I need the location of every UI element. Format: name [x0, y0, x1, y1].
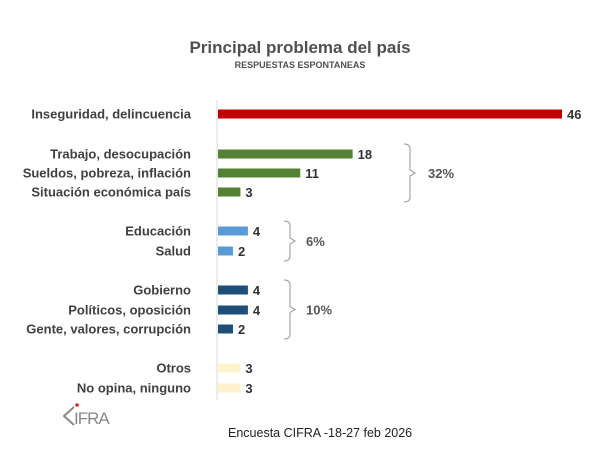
category-label: Gente, valores, corrupción — [26, 322, 191, 337]
bar — [218, 168, 301, 178]
group-total-label: 10% — [306, 303, 332, 318]
bar — [218, 383, 241, 393]
value-label: 3 — [245, 185, 252, 200]
group-total-label: 32% — [428, 166, 454, 181]
bar — [218, 324, 233, 334]
group-bracket — [283, 279, 297, 340]
bar — [218, 285, 248, 295]
group-total-label: 6% — [306, 234, 325, 249]
group-bracket — [283, 220, 297, 262]
value-label: 4 — [253, 303, 261, 318]
source-footer: Encuesta CIFRA -18-27 feb 2026 — [228, 426, 413, 440]
value-label: 4 — [253, 224, 261, 239]
category-label: Situación económica país — [31, 185, 191, 200]
value-label: 2 — [238, 244, 245, 259]
category-label: No opina, ninguno — [77, 381, 191, 396]
chart-title: Principal problema del país — [189, 38, 411, 57]
bar — [218, 109, 562, 119]
value-label: 3 — [245, 381, 252, 396]
category-label: Gobierno — [133, 283, 191, 298]
category-label: Educación — [125, 224, 191, 239]
value-label: 11 — [305, 166, 319, 181]
value-label: 46 — [567, 107, 581, 122]
value-label: 4 — [253, 283, 261, 298]
group-bracket — [403, 143, 417, 203]
category-label: Sueldos, pobreza, inflación — [23, 166, 191, 181]
category-label: Políticos, oposición — [68, 303, 191, 318]
chart-subtitle: RESPUESTAS ESPONTANEAS — [234, 60, 366, 70]
svg-text:IFRA: IFRA — [74, 409, 110, 428]
category-label: Salud — [156, 244, 191, 259]
category-label: Otros — [156, 361, 191, 376]
bar — [218, 363, 241, 373]
category-label: Inseguridad, delincuencia — [31, 107, 191, 122]
bar — [218, 246, 233, 256]
bar — [218, 187, 241, 197]
value-label: 2 — [238, 322, 245, 337]
value-label: 3 — [245, 361, 252, 376]
bar — [218, 226, 248, 236]
bar — [218, 305, 248, 315]
bar — [218, 149, 353, 159]
category-label: Trabajo, desocupación — [50, 147, 191, 162]
cifra-logo: IFRA — [60, 402, 120, 433]
value-label: 18 — [358, 147, 372, 162]
